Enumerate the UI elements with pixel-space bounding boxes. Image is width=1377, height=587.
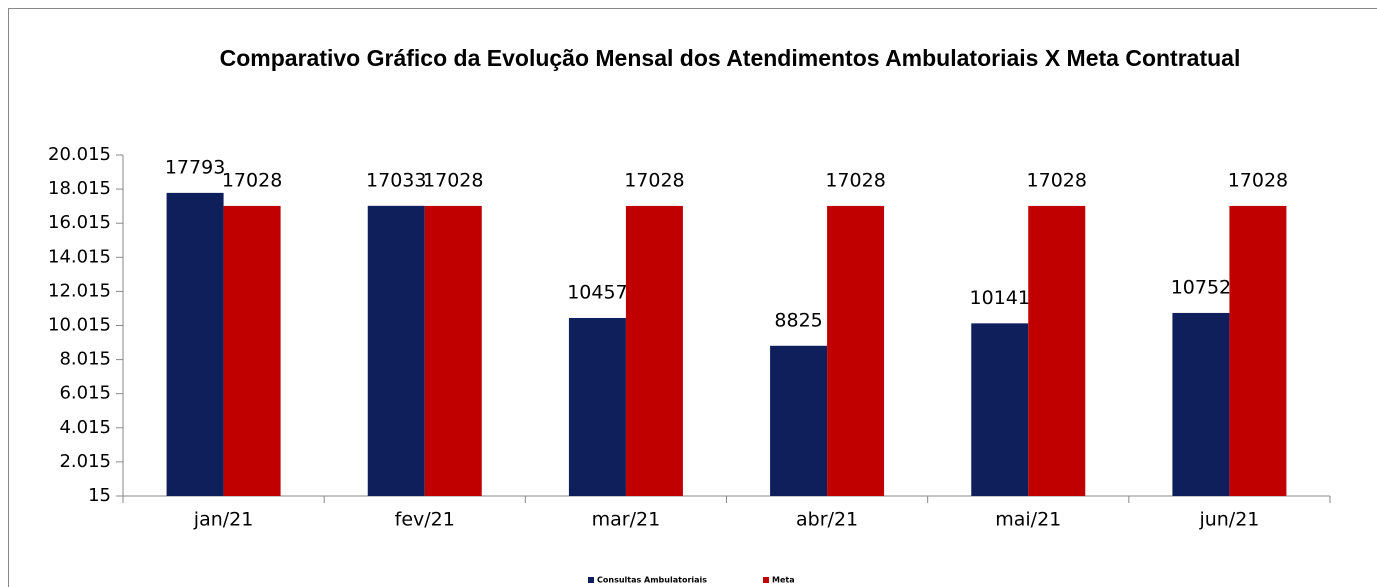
y-tick-label: 20.015 — [48, 144, 111, 165]
bar — [770, 345, 828, 496]
data-label: 17028 — [825, 169, 885, 191]
data-label: 10457 — [567, 281, 627, 303]
bar — [1229, 205, 1287, 496]
data-label: 17028 — [1027, 169, 1087, 191]
bar — [971, 323, 1029, 496]
x-tick-label: mar/21 — [592, 509, 661, 531]
chart-border — [8, 8, 1377, 587]
legend-swatch — [588, 577, 594, 583]
chart-title: Comparativo Gráfico da Evolução Mensal d… — [219, 45, 1241, 71]
bar — [223, 205, 281, 496]
data-label: 17033 — [366, 169, 426, 191]
y-tick-label: 18.015 — [48, 178, 111, 199]
data-label: 17028 — [423, 169, 483, 191]
bar — [424, 205, 482, 496]
y-tick-label: 4.015 — [59, 417, 111, 438]
data-label: 17028 — [1228, 169, 1288, 191]
y-tick-label: 12.015 — [48, 280, 111, 301]
bar — [1172, 312, 1230, 496]
x-tick-label: jun/21 — [1198, 509, 1259, 531]
legend-swatch — [763, 577, 769, 583]
y-tick-label: 15 — [88, 485, 111, 506]
data-label: 17028 — [222, 169, 282, 191]
x-tick-label: mai/21 — [995, 509, 1061, 531]
x-tick-label: fev/21 — [395, 509, 455, 531]
bar — [166, 192, 224, 496]
y-tick-label: 6.015 — [59, 383, 111, 404]
bar — [625, 205, 683, 496]
x-tick-label: abr/21 — [796, 509, 858, 531]
bar — [1028, 205, 1086, 496]
bar — [568, 317, 626, 496]
y-tick-label: 8.015 — [59, 349, 111, 370]
data-label: 17793 — [165, 156, 225, 178]
data-label: 10752 — [1171, 276, 1231, 298]
data-label: 10141 — [970, 287, 1030, 309]
y-tick-label: 2.015 — [59, 451, 111, 472]
y-tick-label: 10.015 — [48, 315, 111, 336]
bar — [827, 205, 885, 496]
data-label: 17028 — [624, 169, 684, 191]
data-label: 8825 — [774, 309, 822, 331]
y-tick-label: 16.015 — [48, 212, 111, 233]
legend-label: Meta — [772, 576, 795, 585]
legend-label: Consultas Ambulatoriais — [597, 576, 707, 585]
x-tick-label: jan/21 — [193, 509, 254, 531]
bar — [367, 205, 425, 497]
y-tick-label: 14.015 — [48, 246, 111, 267]
